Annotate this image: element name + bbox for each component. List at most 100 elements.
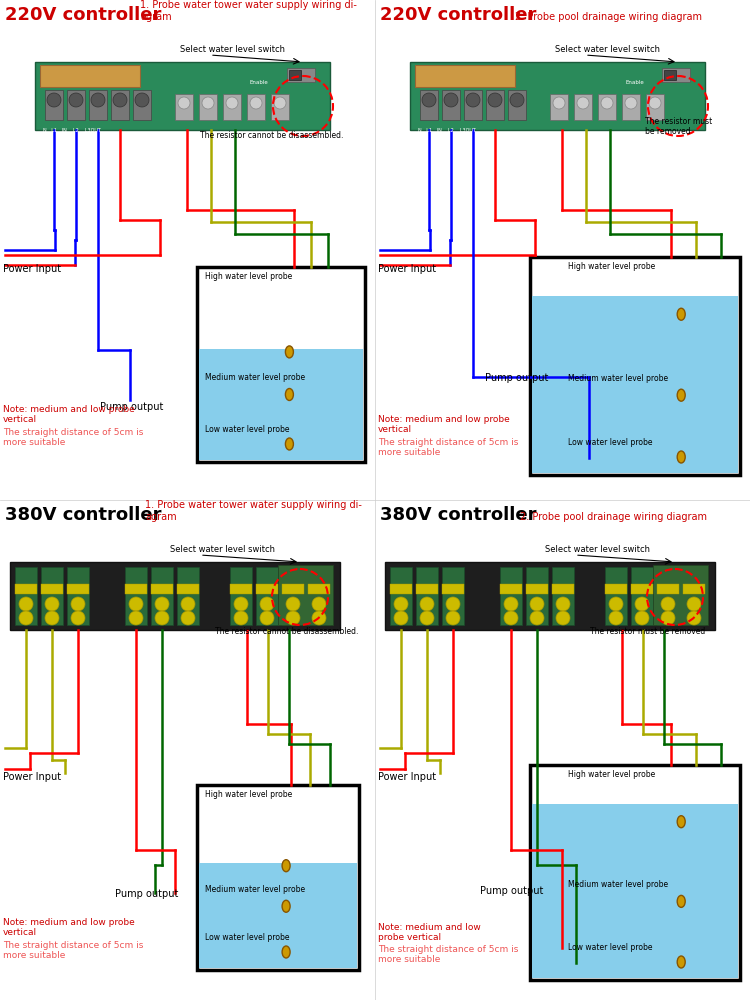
Circle shape: [466, 93, 480, 107]
Text: Power Input: Power Input: [3, 772, 62, 782]
Bar: [622, 94, 640, 120]
Bar: [598, 94, 616, 120]
Text: Pump output: Pump output: [480, 886, 543, 896]
Text: 380V controller: 380V controller: [5, 506, 161, 524]
Text: Select water level switch: Select water level switch: [170, 545, 275, 554]
Text: Note: medium and low
probe vertical: Note: medium and low probe vertical: [378, 923, 481, 942]
Text: Select water level switch: Select water level switch: [180, 45, 285, 54]
Text: High water level probe: High water level probe: [568, 770, 655, 779]
Circle shape: [609, 611, 623, 625]
Bar: [500, 567, 522, 625]
Text: Medium water level probe: Medium water level probe: [568, 374, 668, 383]
Circle shape: [71, 597, 85, 611]
Bar: [45, 90, 63, 120]
Circle shape: [446, 597, 460, 611]
Text: 220V controller: 220V controller: [5, 6, 161, 24]
Circle shape: [556, 597, 570, 611]
Bar: [526, 567, 548, 625]
Circle shape: [661, 597, 675, 611]
Ellipse shape: [677, 451, 686, 463]
Bar: [271, 94, 289, 120]
Circle shape: [47, 93, 61, 107]
Circle shape: [446, 611, 460, 625]
Circle shape: [394, 611, 408, 625]
Text: N   L1   IN    L2    L3OUT: N L1 IN L2 L3OUT: [418, 128, 476, 133]
Bar: [574, 94, 592, 120]
Text: Low water level probe: Low water level probe: [205, 933, 290, 942]
Bar: [67, 584, 89, 594]
Circle shape: [286, 611, 300, 625]
Bar: [282, 584, 304, 594]
Circle shape: [260, 597, 274, 611]
Ellipse shape: [677, 308, 686, 320]
Circle shape: [45, 611, 59, 625]
Text: Enable: Enable: [625, 80, 644, 85]
Bar: [175, 94, 193, 120]
Bar: [385, 562, 715, 630]
Text: 2. Probe pool drainage wiring diagram: 2. Probe pool drainage wiring diagram: [520, 512, 707, 522]
Text: 220V controller: 220V controller: [380, 6, 536, 24]
Circle shape: [625, 97, 637, 109]
Text: 380V controller: 380V controller: [380, 506, 536, 524]
Bar: [199, 94, 217, 120]
Bar: [486, 90, 504, 120]
Circle shape: [19, 597, 33, 611]
Bar: [199, 349, 363, 460]
Ellipse shape: [286, 438, 293, 450]
Text: The straight distance of 5cm is
more suitable: The straight distance of 5cm is more sui…: [378, 945, 518, 964]
Circle shape: [19, 611, 33, 625]
Circle shape: [181, 597, 195, 611]
Circle shape: [250, 97, 262, 109]
Circle shape: [155, 597, 169, 611]
Circle shape: [687, 611, 701, 625]
Circle shape: [609, 597, 623, 611]
Text: High water level probe: High water level probe: [205, 272, 292, 281]
Circle shape: [91, 93, 105, 107]
Text: 2. Probe pool drainage wiring diagram: 2. Probe pool drainage wiring diagram: [515, 12, 702, 22]
Bar: [133, 90, 151, 120]
Circle shape: [129, 597, 143, 611]
Text: Low water level probe: Low water level probe: [568, 438, 652, 447]
Bar: [282, 567, 304, 625]
Text: High water level probe: High water level probe: [568, 262, 655, 271]
Bar: [256, 567, 278, 625]
Bar: [287, 68, 315, 82]
Bar: [662, 68, 690, 82]
Text: Medium water level probe: Medium water level probe: [205, 373, 305, 382]
Circle shape: [444, 93, 458, 107]
Circle shape: [155, 611, 169, 625]
Bar: [657, 584, 679, 594]
Bar: [89, 90, 107, 120]
Text: Select water level switch: Select water level switch: [545, 545, 650, 554]
Ellipse shape: [677, 895, 686, 907]
Bar: [530, 765, 740, 980]
Bar: [631, 567, 653, 625]
Bar: [111, 90, 129, 120]
Text: Pump output: Pump output: [115, 889, 178, 899]
Circle shape: [286, 597, 300, 611]
Bar: [151, 567, 173, 625]
Circle shape: [504, 597, 518, 611]
Bar: [15, 567, 37, 625]
Circle shape: [530, 611, 544, 625]
Bar: [532, 296, 738, 473]
Text: High water level probe: High water level probe: [205, 790, 292, 799]
Circle shape: [69, 93, 83, 107]
Circle shape: [420, 597, 434, 611]
Text: Enable: Enable: [250, 80, 268, 85]
Circle shape: [422, 93, 436, 107]
Text: Pump output: Pump output: [485, 373, 548, 383]
Circle shape: [556, 611, 570, 625]
Bar: [10, 562, 340, 630]
Bar: [308, 567, 330, 625]
Bar: [247, 94, 265, 120]
Bar: [256, 584, 278, 594]
Bar: [40, 65, 140, 87]
Circle shape: [234, 611, 248, 625]
Bar: [125, 584, 147, 594]
Bar: [683, 567, 705, 625]
Bar: [605, 567, 627, 625]
Bar: [552, 584, 574, 594]
Bar: [416, 567, 438, 625]
Text: The straight distance of 5cm is
more suitable: The straight distance of 5cm is more sui…: [378, 438, 518, 457]
